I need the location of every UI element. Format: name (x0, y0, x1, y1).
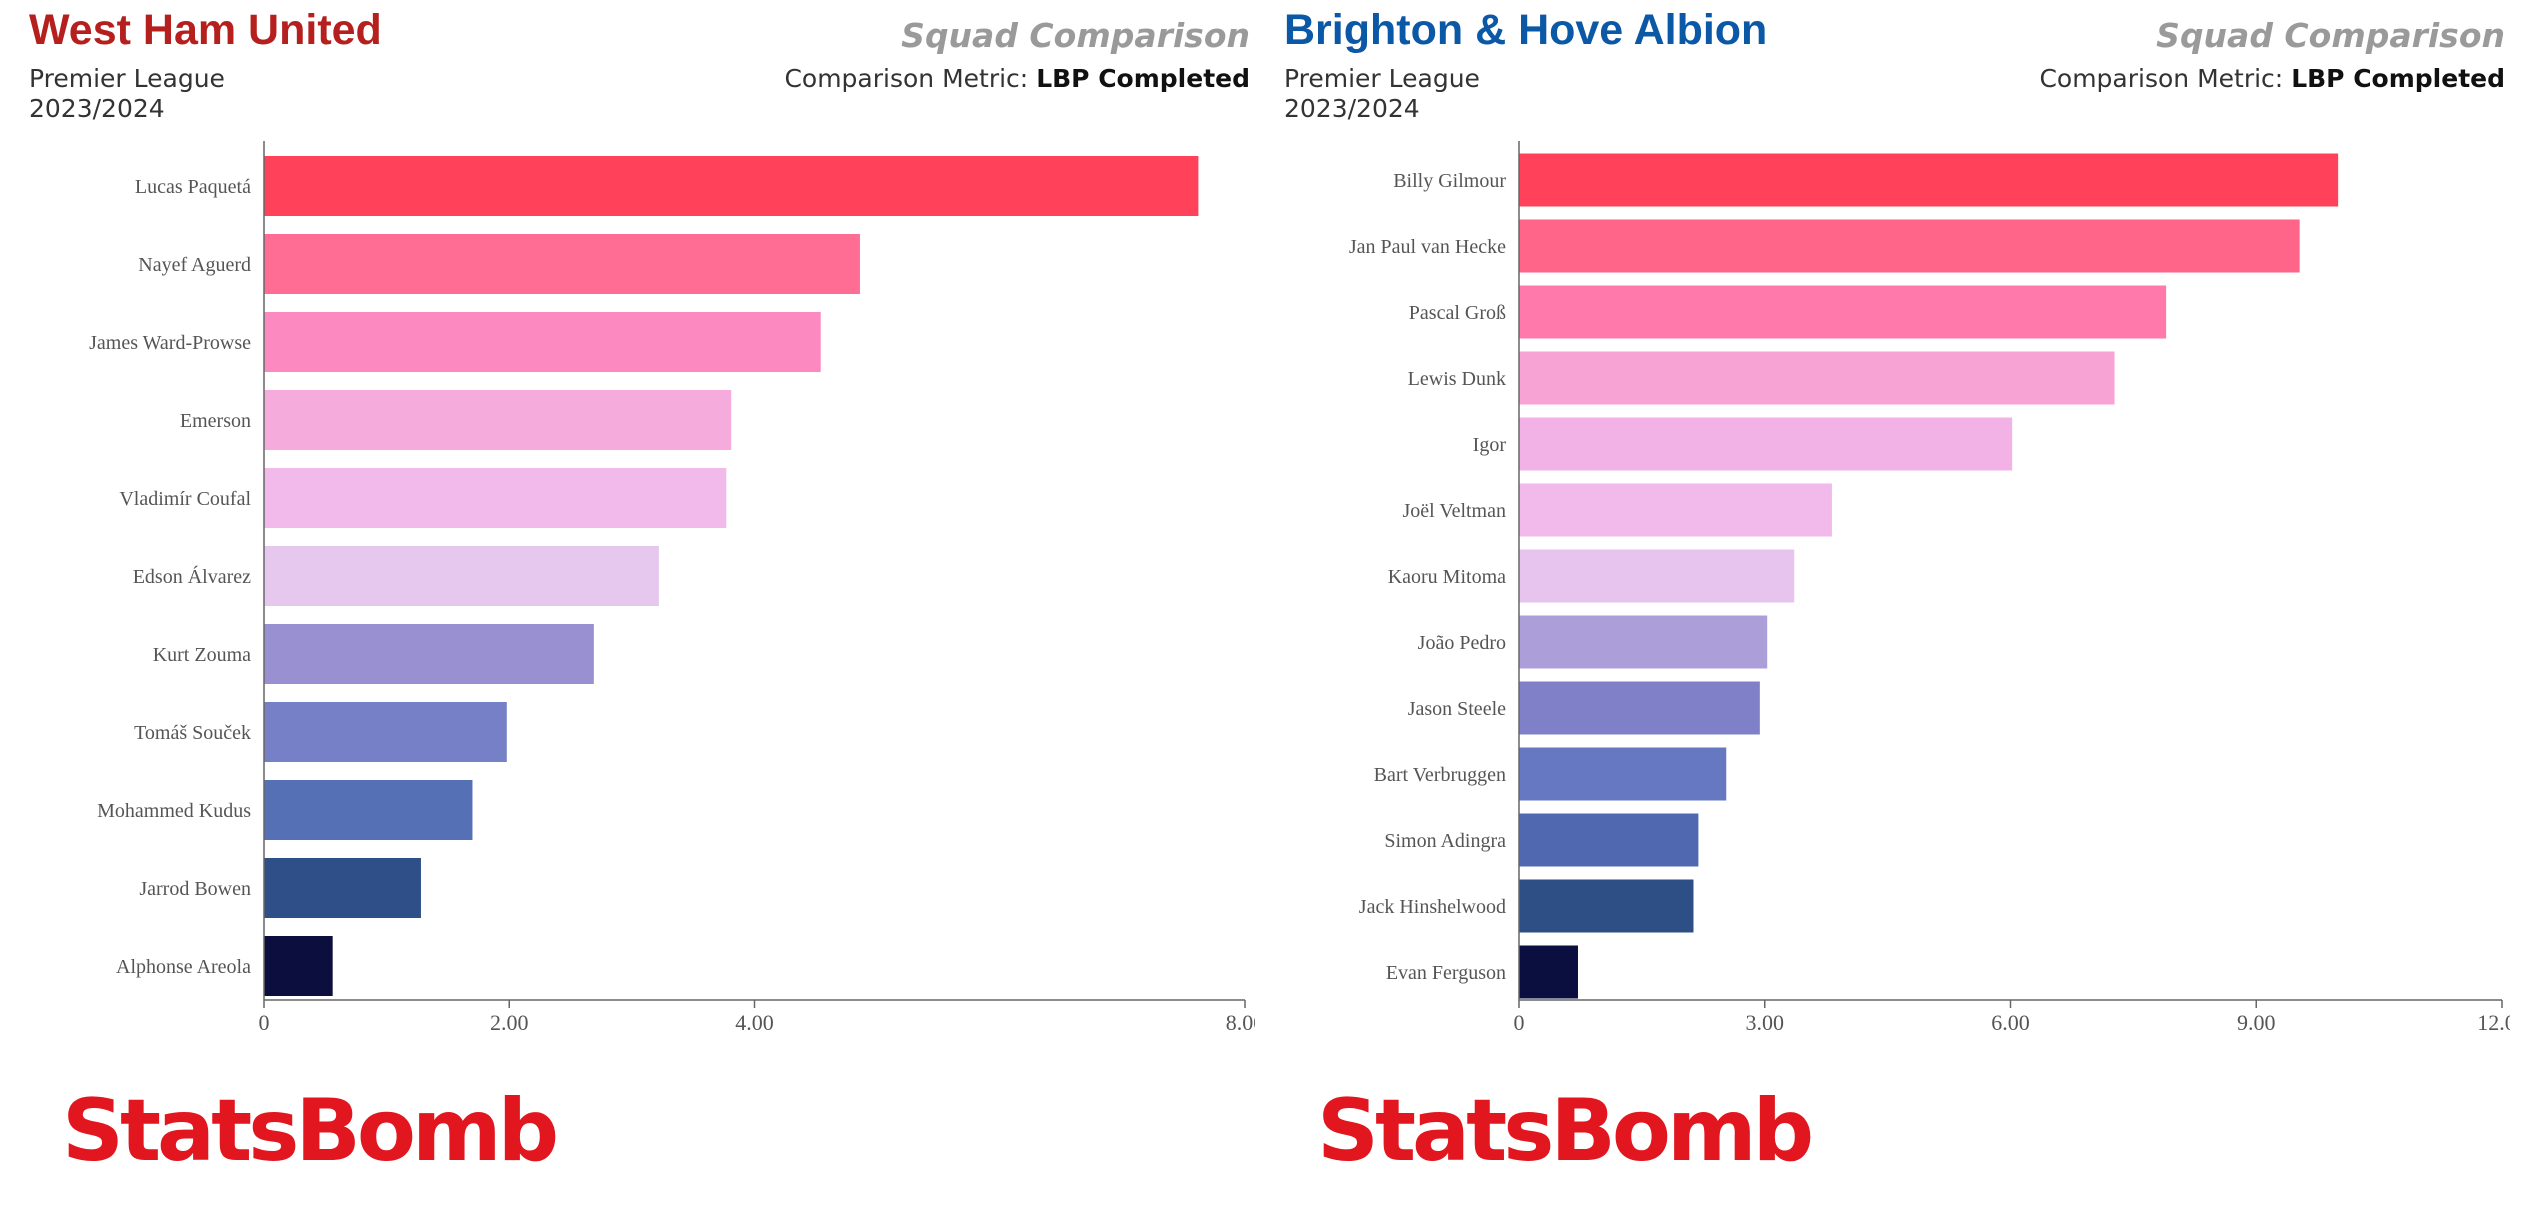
league-label: Premier League (29, 64, 225, 93)
bar (264, 780, 473, 840)
player-label: Alphonse Areola (116, 956, 251, 978)
player-label: Jarrod Bowen (139, 878, 251, 900)
bar (1519, 549, 1795, 603)
x-tick-label: 2.00 (490, 1010, 529, 1035)
team-name: West Ham United (29, 6, 382, 54)
player-label: Kaoru Mitoma (1388, 566, 1506, 588)
bar (264, 234, 860, 294)
statsbomb-logo: StatsBomb (1317, 1081, 1814, 1181)
bar (1519, 747, 1727, 801)
metric-label: Comparison Metric: (784, 64, 1029, 93)
bar (264, 702, 507, 762)
player-label: Evan Ferguson (1386, 962, 1506, 984)
x-tick-label: 12.00 (2477, 1010, 2510, 1035)
x-tick-label: 6.00 (1991, 1010, 2030, 1035)
player-label: Kurt Zouma (153, 644, 251, 666)
bar (1519, 417, 2013, 471)
player-label: Nayef Aguerd (138, 254, 251, 276)
comparison-title: Squad Comparison (901, 16, 1250, 55)
bar (1519, 153, 2339, 207)
player-label: Bart Verbruggen (1374, 764, 1506, 786)
player-label: Tomáš Souček (134, 722, 251, 744)
team-name: Brighton & Hove Albion (1284, 6, 1768, 54)
bar (1519, 351, 2115, 405)
panel-west-ham: West Ham United Premier League 2023/2024… (0, 0, 1255, 1218)
player-label: Lucas Paquetá (135, 176, 251, 198)
x-tick-label: 0 (1514, 1010, 1525, 1035)
bar (264, 546, 659, 606)
player-label: Edson Álvarez (133, 565, 251, 588)
bar (1519, 681, 1760, 735)
x-tick-label: 8.00 (1226, 1010, 1255, 1035)
x-tick-label: 0 (259, 1010, 270, 1035)
x-tick-label: 9.00 (2237, 1010, 2276, 1035)
player-label: Igor (1473, 434, 1507, 456)
bar (264, 312, 821, 372)
comparison-title: Squad Comparison (2156, 16, 2505, 55)
metric-label: Comparison Metric: (2039, 64, 2284, 93)
player-label: Mohammed Kudus (97, 800, 251, 822)
x-tick-label: 3.00 (1746, 1010, 1785, 1035)
bar (264, 858, 421, 918)
metric-value: LBP Completed (2291, 64, 2505, 93)
bar (264, 936, 333, 996)
bar (1519, 945, 1578, 999)
player-label: Billy Gilmour (1393, 170, 1506, 192)
player-label: Vladimír Coufal (119, 488, 251, 510)
bar-chart-brighton: Billy Gilmour Jan Paul van Hecke Pascal Gr… (1349, 141, 2510, 1035)
player-label: James Ward-Prowse (89, 332, 251, 354)
league-label: Premier League (1284, 64, 1480, 93)
bar (1519, 615, 1768, 669)
bar (1519, 879, 1694, 933)
season-label: 2023/2024 (29, 94, 165, 123)
player-label: Emerson (180, 410, 251, 432)
player-label: Lewis Dunk (1408, 368, 1506, 390)
bar (1519, 219, 2300, 273)
player-label: Jason Steele (1408, 698, 1506, 720)
player-label: Simon Adingra (1384, 830, 1506, 852)
player-label: Jack Hinshelwood (1359, 896, 1506, 918)
bar (264, 390, 732, 450)
season-label: 2023/2024 (1284, 94, 1420, 123)
bar (1519, 813, 1699, 867)
statsbomb-logo: StatsBomb (62, 1081, 559, 1181)
x-tick-label: 4.00 (735, 1010, 774, 1035)
bar (1519, 285, 2167, 339)
player-label: Pascal Groß (1409, 302, 1506, 324)
bar (1519, 483, 1832, 537)
comparison-metric: Comparison Metric: LBP Completed (2039, 64, 2505, 93)
bar-chart-west-ham: Lucas Paquetá Nayef Aguerd James Ward-Prow… (89, 141, 1255, 1035)
player-label: João Pedro (1418, 632, 1506, 654)
metric-value: LBP Completed (1036, 64, 1250, 93)
bar (264, 624, 594, 684)
player-label: Joël Veltman (1402, 500, 1506, 522)
panel-brighton: Brighton & Hove Albion Premier League 20… (1255, 0, 2510, 1218)
bar (264, 156, 1199, 216)
player-label: Jan Paul van Hecke (1349, 236, 1506, 258)
bar (264, 468, 727, 528)
comparison-metric: Comparison Metric: LBP Completed (784, 64, 1250, 93)
